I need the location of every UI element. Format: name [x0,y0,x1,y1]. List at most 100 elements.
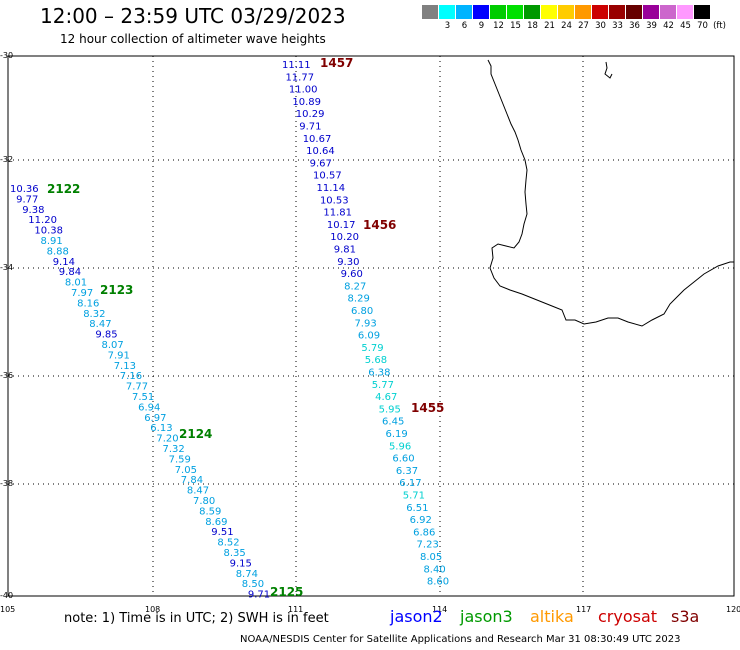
coastline [487,59,734,327]
swh-value: 9.85 [95,330,117,341]
swh-value: 9.38 [22,205,44,216]
legend-label: 15 [510,21,521,31]
satellite-altika: altika [530,607,574,626]
legend-label: 70 [697,21,708,31]
pass-number-2123: 2123 [100,283,133,297]
swh-value: 8.50 [242,579,264,590]
swh-value: 6.86 [413,527,435,538]
lat-label: -36 [0,371,13,380]
swh-value: 7.97 [71,288,93,299]
legend-label: 12 [493,21,504,31]
page-subtitle: 12 hour collection of altimeter wave hei… [60,32,326,46]
swh-value: 7.80 [193,496,215,507]
legend-swatch [473,5,490,19]
swh-value: 10.17 [327,220,356,231]
swh-value: 6.60 [392,454,414,465]
swh-value: 8.35 [224,548,246,559]
swh-value: 8.88 [47,246,69,257]
color-legend-labels: 3 6 9 12 15 18 21 24 27 30 33 36 39 42 45 70 (ft) [422,21,728,31]
lon-label: 105 [0,605,15,614]
lat-label: -40 [0,591,13,600]
swh-value: 8.40 [423,564,445,575]
swh-value: 9.77 [16,194,38,205]
swh-value: 10.89 [292,97,321,108]
swh-value: 10.29 [296,109,325,120]
lat-label: -38 [0,479,13,488]
legend-label: 36 [629,21,640,31]
swh-value: 5.77 [372,380,394,391]
swh-value: 11.77 [285,72,314,83]
swh-value: 8.07 [102,340,124,351]
pass-number-1456: 1456 [363,218,396,232]
swh-value: 6.17 [399,478,421,489]
swh-value: 10.20 [330,232,359,243]
swh-value: 10.67 [303,134,332,145]
legend-swatch [626,5,643,19]
satellite-jason2: jason2 [390,607,443,626]
swh-value: 6.80 [351,306,373,317]
pass-number-2124: 2124 [179,427,212,441]
swh-value: 6.13 [150,423,172,434]
lon-label: 108 [145,605,160,614]
swh-value: 7.05 [175,465,197,476]
swh-value: 7.13 [114,361,136,372]
swh-value: 11.20 [28,215,57,226]
map-frame [7,55,735,597]
swh-value: 7.23 [417,540,439,551]
legend-label: 21 [544,21,555,31]
legend-swatch [558,5,575,19]
swh-value: 8.74 [236,569,258,580]
legend-swatch [694,5,711,19]
legend-swatch [592,5,609,19]
legend-swatch [490,5,507,19]
swh-value: 7.91 [108,350,130,361]
swh-value: 7.84 [181,475,203,486]
legend-swatch [524,5,541,19]
legend-label: 33 [612,21,623,31]
swh-value: 8.32 [83,309,105,320]
swh-value: 6.51 [406,503,428,514]
swh-value: 5.95 [379,404,401,415]
legend-swatch [456,5,473,19]
swh-value: 10.53 [320,195,349,206]
swh-value: 5.79 [361,343,383,354]
swh-value: 7.20 [156,434,178,445]
swh-value: 11.11 [282,60,311,71]
swh-value: 10.57 [313,171,342,182]
swh-value: 8.16 [77,298,99,309]
swh-value: 9.84 [59,267,81,278]
swh-value: 8.47 [187,486,209,497]
swh-value: 6.37 [396,466,418,477]
swh-value: 6.38 [368,368,390,379]
legend-label: 42 [663,21,674,31]
lat-label: -30 [0,51,13,60]
swh-value: 5.96 [389,441,411,452]
lon-label: 117 [576,605,591,614]
swh-value: 8.47 [89,319,111,330]
color-legend [422,5,711,19]
pass-number-2125: 2125 [270,585,303,599]
swh-value: 6.19 [386,429,408,440]
legend-swatch [609,5,626,19]
swh-value: 7.59 [169,454,191,465]
swh-value: 10.36 [10,184,39,195]
lon-label: 120 [726,605,740,614]
legend-label: 9 [478,21,485,31]
swh-value: 8.69 [205,517,227,528]
lat-label: -32 [0,155,13,164]
swh-value: 8.52 [217,538,239,549]
legend-swatch [677,5,694,19]
pass-number-1455: 1455 [411,401,444,415]
swh-value: 8.29 [348,294,370,305]
swh-value: 7.51 [132,392,154,403]
satellite-cryosat: cryosat [598,607,658,626]
legend-label: (ft) [713,21,726,31]
legend-label: 45 [680,21,691,31]
swh-value: 6.94 [138,402,160,413]
swh-value: 5.68 [365,355,387,366]
footer-credit: NOAA/NESDIS Center for Satellite Applica… [240,634,681,645]
swh-value: 8.27 [344,281,366,292]
swh-value: 8.05 [420,552,442,563]
swh-value: 5.71 [403,491,425,502]
